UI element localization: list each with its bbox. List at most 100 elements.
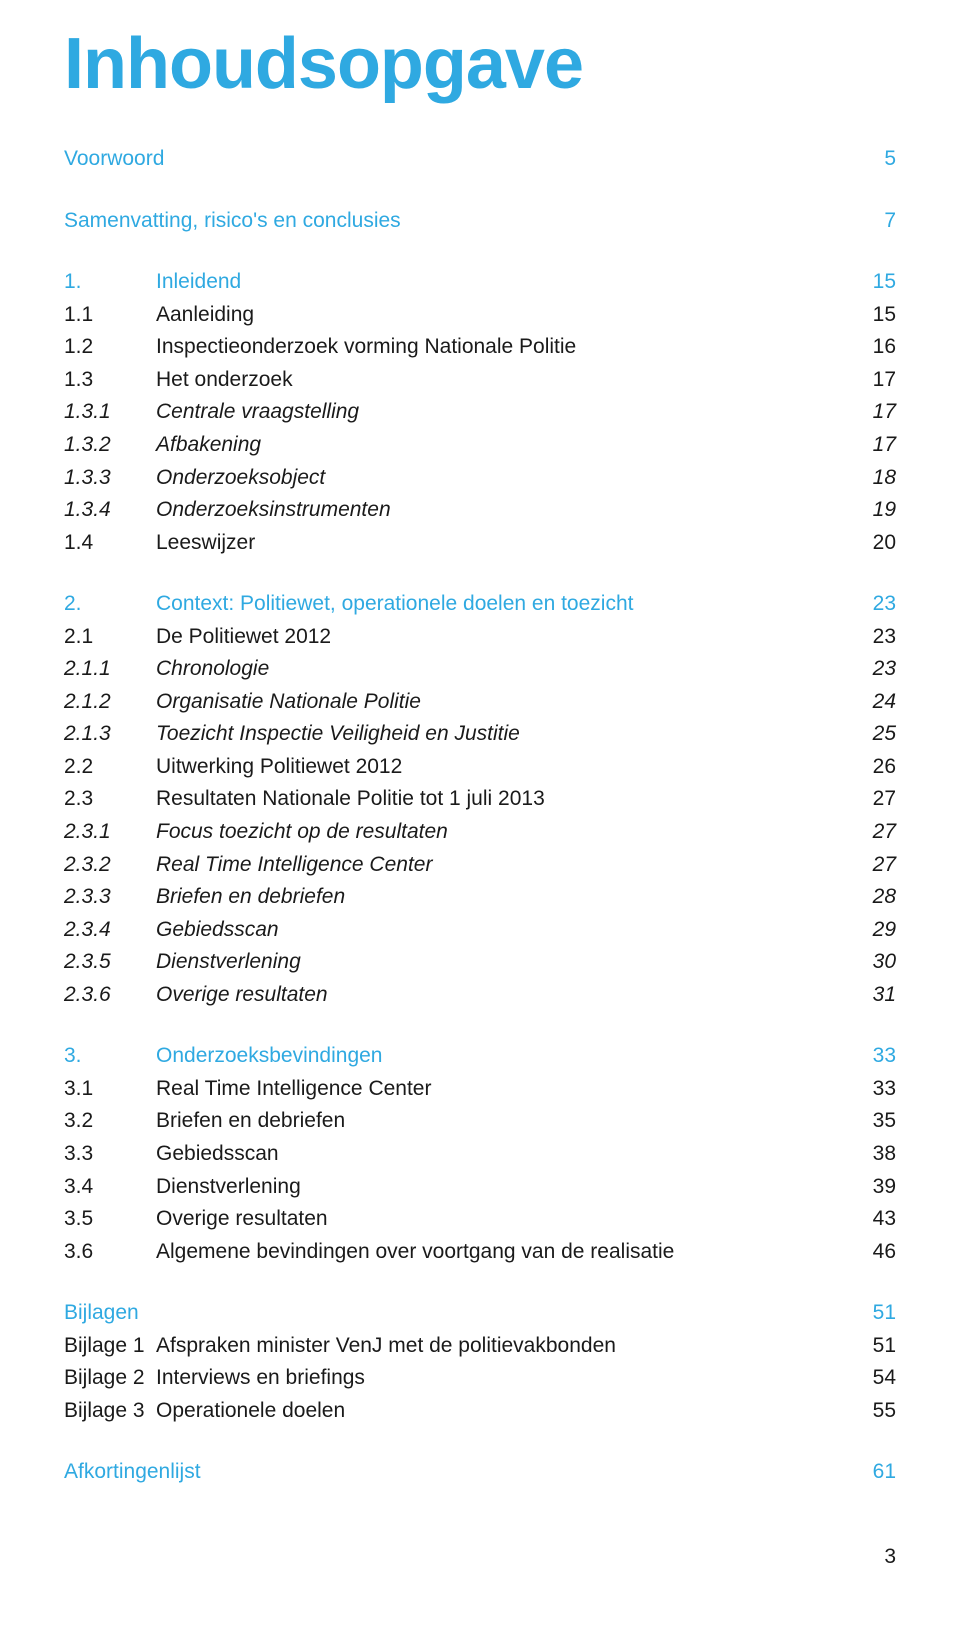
toc-label: Real Time Intelligence Center — [156, 849, 836, 882]
toc-page: 26 — [836, 751, 896, 784]
toc-label: Bijlagen — [64, 1296, 836, 1330]
toc-num: 1.1 — [64, 299, 156, 332]
toc-num: 2.2 — [64, 751, 156, 784]
toc-subitem: 2.3.2Real Time Intelligence Center27 — [64, 849, 896, 882]
toc-label: Dienstverlening — [156, 946, 836, 979]
toc-num: 3.3 — [64, 1138, 156, 1171]
toc-section: 1.Inleidend15 — [64, 265, 896, 299]
toc-label: Gebiedsscan — [156, 914, 836, 947]
toc-label: Toezicht Inspectie Veiligheid en Justiti… — [156, 718, 836, 751]
toc-label: Inspectieonderzoek vorming Nationale Pol… — [156, 331, 836, 364]
toc-page: 23 — [836, 653, 896, 686]
toc-num: 3. — [64, 1039, 156, 1073]
toc-label: Organisatie Nationale Politie — [156, 686, 836, 719]
toc-item: Bijlage 3Operationele doelen55 — [64, 1395, 896, 1428]
toc-section: Afkortingenlijst61 — [64, 1455, 896, 1489]
toc-num: 1.3 — [64, 364, 156, 397]
toc-subitem: 2.3.4Gebiedsscan29 — [64, 914, 896, 947]
toc-item: 1.1Aanleiding15 — [64, 299, 896, 332]
toc-subitem: 2.3.6Overige resultaten31 — [64, 979, 896, 1012]
toc-page: 27 — [836, 783, 896, 816]
toc-page: 20 — [836, 527, 896, 560]
toc-label: Real Time Intelligence Center — [156, 1073, 836, 1106]
toc-page: 31 — [836, 979, 896, 1012]
toc-num: 2.3.3 — [64, 881, 156, 914]
page-title: Inhoudsopgave — [64, 28, 896, 100]
toc-page: 33 — [836, 1039, 896, 1073]
toc-num: 2.1.3 — [64, 718, 156, 751]
toc-label: Briefen en debriefen — [156, 881, 836, 914]
toc-num: 2.3 — [64, 783, 156, 816]
toc-label: Aanleiding — [156, 299, 836, 332]
toc-page: 15 — [836, 265, 896, 299]
toc-page: 23 — [836, 587, 896, 621]
toc-page: 54 — [836, 1362, 896, 1395]
toc-label: Leeswijzer — [156, 527, 836, 560]
toc-label: Interviews en briefings — [156, 1362, 836, 1395]
toc-item: 3.2Briefen en debriefen35 — [64, 1105, 896, 1138]
toc-page: 5 — [836, 142, 896, 176]
toc-num: 3.2 — [64, 1105, 156, 1138]
toc-item: 3.6Algemene bevindingen over voortgang v… — [64, 1236, 896, 1269]
toc-subitem: 2.1.1Chronologie23 — [64, 653, 896, 686]
toc-label: Inleidend — [156, 265, 836, 299]
toc-subitem: 1.3.4Onderzoeksinstrumenten19 — [64, 494, 896, 527]
toc-num: 2.1 — [64, 621, 156, 654]
toc-label: Onderzoeksinstrumenten — [156, 494, 836, 527]
toc-section: Voorwoord5 — [64, 142, 896, 176]
table-of-contents: Voorwoord5 Samenvatting, risico's en conc… — [64, 142, 896, 1489]
toc-label: De Politiewet 2012 — [156, 621, 836, 654]
toc-label: Focus toezicht op de resultaten — [156, 816, 836, 849]
toc-label: Briefen en debriefen — [156, 1105, 836, 1138]
toc-item: 1.4Leeswijzer20 — [64, 527, 896, 560]
toc-item: 3.5Overige resultaten43 — [64, 1203, 896, 1236]
toc-page: 35 — [836, 1105, 896, 1138]
toc-page: 51 — [836, 1296, 896, 1330]
toc-num: 3.6 — [64, 1236, 156, 1269]
toc-section: Samenvatting, risico's en conclusies7 — [64, 204, 896, 238]
toc-page: 51 — [836, 1330, 896, 1363]
toc-subitem: 2.3.1Focus toezicht op de resultaten27 — [64, 816, 896, 849]
toc-page: 33 — [836, 1073, 896, 1106]
toc-label: Afspraken minister VenJ met de politieva… — [156, 1330, 836, 1363]
toc-subitem: 2.3.3Briefen en debriefen28 — [64, 881, 896, 914]
toc-page: 17 — [836, 429, 896, 462]
toc-item: Bijlage 1Afspraken minister VenJ met de … — [64, 1330, 896, 1363]
toc-page: 30 — [836, 946, 896, 979]
toc-label: Operationele doelen — [156, 1395, 836, 1428]
toc-subitem: 2.1.2Organisatie Nationale Politie24 — [64, 686, 896, 719]
toc-label: Het onderzoek — [156, 364, 836, 397]
toc-item: Bijlage 2Interviews en briefings54 — [64, 1362, 896, 1395]
toc-num: 3.5 — [64, 1203, 156, 1236]
toc-num: 1.3.2 — [64, 429, 156, 462]
toc-num: 1.4 — [64, 527, 156, 560]
toc-page: 39 — [836, 1171, 896, 1204]
toc-page: 17 — [836, 396, 896, 429]
toc-item: 2.2Uitwerking Politiewet 201226 — [64, 751, 896, 784]
toc-num: 1.3.4 — [64, 494, 156, 527]
page-number: 3 — [64, 1545, 896, 1569]
toc-section: 2.Context: Politiewet, operationele doel… — [64, 587, 896, 621]
toc-num: 3.4 — [64, 1171, 156, 1204]
toc-num: 2.3.6 — [64, 979, 156, 1012]
toc-item: 3.1Real Time Intelligence Center33 — [64, 1073, 896, 1106]
toc-label: Afkortingenlijst — [64, 1455, 836, 1489]
toc-page: 23 — [836, 621, 896, 654]
toc-item: 3.4Dienstverlening39 — [64, 1171, 896, 1204]
toc-page: 15 — [836, 299, 896, 332]
toc-page: 38 — [836, 1138, 896, 1171]
toc-item: 3.3Gebiedsscan38 — [64, 1138, 896, 1171]
toc-page: 27 — [836, 816, 896, 849]
toc-subitem: 1.3.1Centrale vraagstelling17 — [64, 396, 896, 429]
toc-page: 18 — [836, 462, 896, 495]
toc-page: 7 — [836, 204, 896, 238]
toc-num: 1.3.3 — [64, 462, 156, 495]
toc-page: 25 — [836, 718, 896, 751]
toc-label: Context: Politiewet, operationele doelen… — [156, 587, 836, 621]
toc-label: Algemene bevindingen over voortgang van … — [156, 1236, 836, 1269]
toc-num: 2.3.2 — [64, 849, 156, 882]
toc-page: 19 — [836, 494, 896, 527]
toc-num: 2.3.4 — [64, 914, 156, 947]
toc-label: Uitwerking Politiewet 2012 — [156, 751, 836, 784]
toc-num: Bijlage 3 — [64, 1395, 156, 1428]
